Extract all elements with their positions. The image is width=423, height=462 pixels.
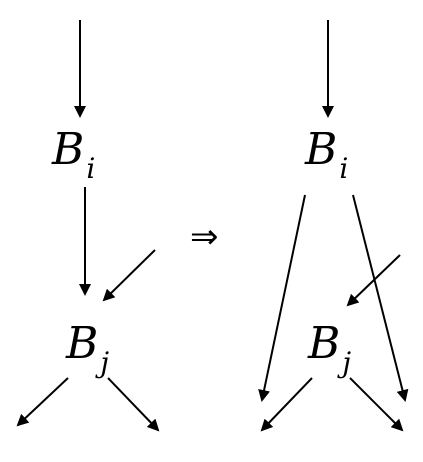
left-out-edge-2 [107,377,160,432]
left-node-bj: Bj [66,322,109,377]
right-node-bj-base: B [308,318,341,369]
left-out-edge-1 [16,377,69,427]
right-node-bi: Bi [305,128,348,183]
right-node-bj: Bj [308,322,351,377]
implies-arrow: ⇒ [190,217,219,257]
left-node-bj-base: B [66,318,99,369]
right-node-bj-sub: j [342,346,352,379]
left-node-bi: Bi [52,128,95,183]
right-node-bi-base: B [305,124,338,175]
right-edge-bi-out-left [258,194,306,402]
right-out-edge-2 [349,377,404,432]
right-node-bi-sub: i [339,152,349,185]
left-node-bi-sub: i [86,152,96,185]
right-out-edge-1 [260,377,313,432]
left-incoming-edge-side [102,249,156,302]
right-edge-bi-out-right [352,194,409,402]
left-node-bi-base: B [52,124,85,175]
left-node-bj-sub: j [100,346,110,379]
right-incoming-edge-side [346,254,401,307]
